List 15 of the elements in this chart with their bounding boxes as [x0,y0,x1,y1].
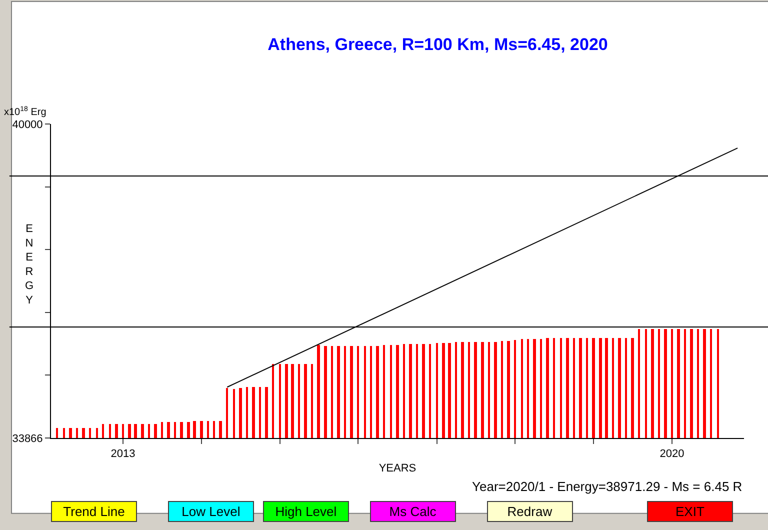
y-tick-label: 33866 [12,432,43,445]
chart-title: Athens, Greece, R=100 Km, Ms=6.45, 2020 [268,34,608,54]
text: Ms Calc [389,504,437,519]
text: Low Level [182,504,240,519]
y-tick-label: 40000 [12,118,43,131]
text: Trend Line [63,504,125,519]
text: Redraw [507,504,553,519]
text: x10$^{18}$ Erg [4,106,46,118]
text: EXIT [676,504,704,519]
text: High Level [275,504,337,519]
x-tick-label: 2020 [660,448,684,460]
text: Year=2020/1 - Energy=38971.29 - Ms = 6.45 R [472,479,742,494]
x-axis-title: YEARS [378,462,416,474]
y-axis-title: ENERGY [25,223,34,306]
x-tick-label: 2013 [110,448,136,460]
